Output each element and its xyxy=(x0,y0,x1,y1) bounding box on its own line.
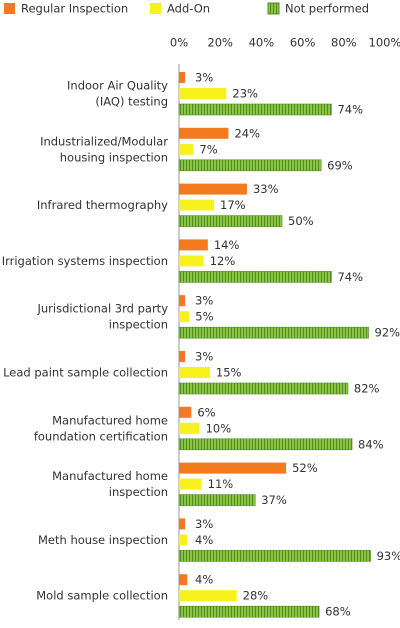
x-tick-label: 100% xyxy=(369,36,400,50)
bar xyxy=(178,605,320,618)
bar xyxy=(179,406,192,418)
value-label: 4% xyxy=(195,573,213,587)
category-label: Irrigation systems inspection xyxy=(2,253,168,267)
bar xyxy=(179,534,188,546)
bar xyxy=(179,478,202,490)
bar xyxy=(179,574,188,586)
legend-label: Not performed xyxy=(285,2,369,16)
bar xyxy=(178,438,353,451)
value-label: 3% xyxy=(195,350,213,364)
value-label: 68% xyxy=(325,605,351,619)
value-label: 93% xyxy=(377,549,400,563)
value-label: 17% xyxy=(220,198,246,212)
category-label: Industrialized/Modular housing inspection xyxy=(40,134,168,164)
category-label: Mold sample collection xyxy=(36,588,168,602)
bar xyxy=(178,103,332,116)
bar xyxy=(179,351,186,362)
bar xyxy=(178,326,369,339)
bar xyxy=(179,462,287,474)
legend-swatch xyxy=(4,3,15,14)
value-label: 52% xyxy=(292,461,318,475)
value-label: 12% xyxy=(210,254,236,268)
category-label: Indoor Air Quality (IAQ) testing xyxy=(67,78,168,108)
value-label: 28% xyxy=(243,589,269,603)
value-label: 6% xyxy=(197,405,215,419)
value-label: 74% xyxy=(337,270,363,284)
category-label: Infrared thermography xyxy=(37,198,168,212)
value-label: 24% xyxy=(234,126,260,140)
bar xyxy=(179,127,229,139)
legend-swatch xyxy=(267,2,280,15)
category-label: Jurisdictional 3rd party inspection xyxy=(36,301,168,331)
bar xyxy=(179,311,190,323)
bar xyxy=(179,255,204,267)
bar xyxy=(179,88,227,99)
value-label: 92% xyxy=(375,326,400,340)
value-label: 10% xyxy=(206,421,232,435)
bar xyxy=(179,590,237,602)
legend-label: Add-On xyxy=(167,2,210,16)
bar xyxy=(178,159,322,172)
bar xyxy=(178,494,256,506)
legend-label: Regular Inspection xyxy=(21,2,128,16)
bar xyxy=(179,183,247,195)
value-label: 84% xyxy=(358,437,384,451)
value-label: 14% xyxy=(214,238,240,252)
legend-swatch xyxy=(150,3,161,14)
category-label: Meth house inspection xyxy=(38,532,168,546)
value-label: 3% xyxy=(195,517,213,531)
category-label: Manufactured home foundation certificatio… xyxy=(34,413,168,443)
value-label: 82% xyxy=(354,382,380,396)
bar xyxy=(179,239,208,251)
bar xyxy=(178,382,349,395)
value-label: 23% xyxy=(232,87,258,101)
value-label: 15% xyxy=(216,366,242,380)
bar xyxy=(179,143,194,155)
category-label: Manufactured home inspection xyxy=(52,469,168,499)
value-label: 7% xyxy=(199,142,217,156)
bar xyxy=(179,367,210,378)
x-tick-label: 0% xyxy=(170,36,188,50)
value-label: 37% xyxy=(261,493,287,507)
value-label: 50% xyxy=(288,214,314,228)
bar xyxy=(179,199,215,211)
bar xyxy=(179,295,186,307)
bar xyxy=(178,550,371,562)
value-label: 4% xyxy=(195,533,213,547)
bar xyxy=(179,72,186,83)
value-label: 5% xyxy=(195,310,213,324)
value-label: 11% xyxy=(208,477,234,491)
x-tick-label: 80% xyxy=(331,36,357,50)
bar xyxy=(178,215,283,227)
value-label: 3% xyxy=(195,294,213,308)
bar xyxy=(178,271,332,283)
value-label: 69% xyxy=(327,158,353,172)
bar xyxy=(179,422,200,434)
value-label: 33% xyxy=(253,182,279,196)
x-tick-label: 20% xyxy=(207,36,233,50)
value-label: 74% xyxy=(337,103,363,117)
category-label: Lead paint sample collection xyxy=(3,365,168,379)
x-tick-label: 60% xyxy=(290,36,316,50)
value-label: 3% xyxy=(195,71,213,85)
bar xyxy=(179,518,186,530)
x-tick-label: 40% xyxy=(249,36,275,50)
